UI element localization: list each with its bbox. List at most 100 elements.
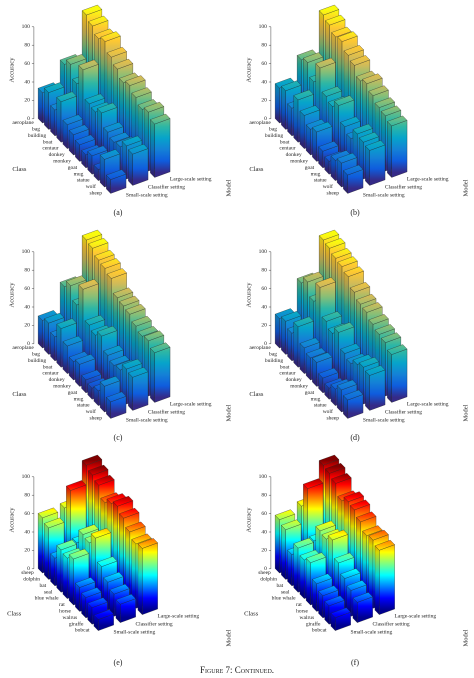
bar-top xyxy=(125,304,146,315)
z-tick-label: 80 xyxy=(24,492,30,498)
bar-top xyxy=(128,143,149,155)
bar-top xyxy=(75,577,96,588)
bar-top xyxy=(374,539,395,551)
class-label: building xyxy=(28,133,47,139)
z-tick-label: 60 xyxy=(24,61,30,67)
bar xyxy=(387,344,408,403)
z-tick-label: 40 xyxy=(24,304,30,310)
bar-top xyxy=(115,593,136,605)
chart-panel: 020406080100Accuracysheepdolphinbatsealb… xyxy=(7,454,232,667)
z-tick-label: 40 xyxy=(261,79,267,85)
class-label: donkey xyxy=(49,152,65,158)
class-label: dolphin xyxy=(23,576,40,582)
bar-top xyxy=(334,95,355,106)
bar xyxy=(93,609,114,632)
panel-label: (e) xyxy=(114,658,123,667)
z-tick-label: 80 xyxy=(24,267,30,273)
bar-top xyxy=(368,529,389,541)
model-label: Large-scale setting xyxy=(170,402,212,408)
class-label: blue whale xyxy=(272,596,297,602)
bar-top xyxy=(312,573,333,585)
bar-shade xyxy=(343,395,348,419)
bar-top xyxy=(99,376,121,387)
z-tick-label: 100 xyxy=(259,474,268,480)
bar-front xyxy=(132,371,149,411)
bar-top xyxy=(318,585,339,596)
bar-top xyxy=(336,152,358,164)
bar-shade xyxy=(44,523,49,580)
bar-top xyxy=(81,229,103,241)
bar-top xyxy=(293,316,314,327)
bar-top xyxy=(315,277,336,288)
class-label: wolf xyxy=(323,408,333,415)
model-label: Large-scale setting xyxy=(158,614,200,620)
panel-label: (c) xyxy=(114,433,123,442)
bar-top xyxy=(87,597,108,608)
bar-shade xyxy=(312,579,317,612)
bar-top xyxy=(365,140,386,151)
class-label: wolf xyxy=(86,183,96,190)
class-axis-title: Class xyxy=(12,391,27,398)
z-tick-label: 0 xyxy=(264,116,267,122)
class-label: donkey xyxy=(49,377,65,383)
z-tick-label: 60 xyxy=(24,511,30,517)
bar-shade xyxy=(97,108,102,154)
bar-top xyxy=(87,145,108,157)
z-tick-label: 0 xyxy=(264,566,267,572)
bar-shade xyxy=(44,318,49,355)
bar-top xyxy=(99,149,121,160)
bar xyxy=(343,164,364,194)
bar-shade xyxy=(337,158,342,188)
class-label: building xyxy=(265,358,284,364)
bar-top xyxy=(100,258,121,269)
bar-shade xyxy=(365,146,370,186)
bar-top xyxy=(103,345,124,356)
bar-top xyxy=(340,116,361,127)
bar-top xyxy=(356,293,377,305)
bar-shade xyxy=(137,543,143,615)
model-axis-title: Model xyxy=(462,404,469,421)
bar-top xyxy=(106,268,127,279)
bar-top xyxy=(56,91,77,102)
bar-shade xyxy=(122,141,127,180)
class-label: statue xyxy=(314,178,327,184)
bar-top xyxy=(358,131,380,143)
bar-top xyxy=(68,548,90,560)
bar-shade xyxy=(125,527,130,602)
bar-top xyxy=(315,57,336,69)
chart-panel: 0 20 40 60 80 100 Accuracy aeroplanebagbuilding… xyxy=(245,4,469,217)
z-tick-label: 100 xyxy=(22,474,31,480)
bar xyxy=(343,389,364,419)
bar-top xyxy=(343,491,364,502)
bar-shade xyxy=(62,120,68,149)
bar-shade xyxy=(330,384,336,406)
z-tick-label: 20 xyxy=(261,548,267,554)
class-label: centaur xyxy=(42,371,58,377)
model-label: Large-scale setting xyxy=(407,177,449,183)
bar-top xyxy=(334,552,355,564)
z-tick-label: 20 xyxy=(24,548,30,554)
bar-shade xyxy=(374,545,380,615)
bar xyxy=(106,169,127,194)
model-label: Small-scale setting xyxy=(126,418,168,424)
bar-shade xyxy=(69,130,74,156)
bar-front xyxy=(391,120,408,178)
class-label: goat xyxy=(68,165,78,171)
model-label: Large-scale setting xyxy=(407,402,449,408)
bar-top xyxy=(137,538,158,549)
model-label: Large-scale setting xyxy=(170,177,212,183)
bar-top xyxy=(121,135,143,147)
class-label: bag xyxy=(269,126,277,132)
bar xyxy=(365,140,386,186)
bar xyxy=(150,113,171,178)
bar-top xyxy=(340,343,361,354)
class-label: horse xyxy=(296,608,308,614)
bar-top xyxy=(331,26,352,38)
z-tick-label: 60 xyxy=(261,286,267,292)
bar-top xyxy=(281,519,302,530)
model-label: Classifier setting xyxy=(385,184,422,191)
bar-shade xyxy=(352,597,358,623)
model-axis-title: Model xyxy=(225,629,232,646)
bar-top xyxy=(349,55,371,66)
bar xyxy=(374,539,395,616)
